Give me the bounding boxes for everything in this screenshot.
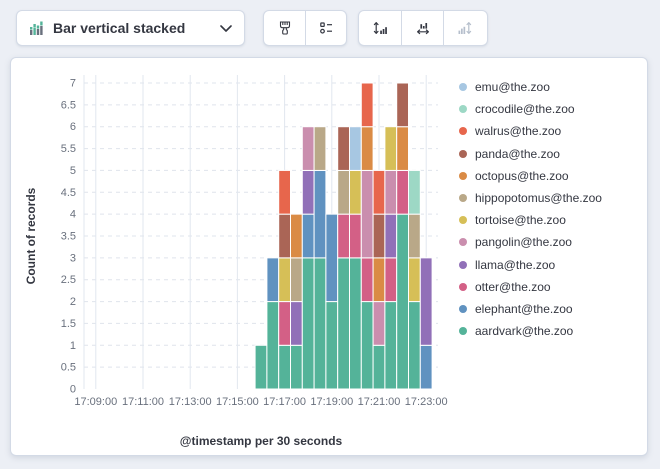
chevron-down-icon xyxy=(220,24,232,32)
svg-text:3.5: 3.5 xyxy=(61,231,76,243)
svg-text:17:23:00: 17:23:00 xyxy=(405,396,448,408)
svg-text:3: 3 xyxy=(70,252,76,264)
legend-color-dot xyxy=(459,304,467,313)
legend-item[interactable]: octopus@the.zoo xyxy=(459,165,602,187)
brush-icon xyxy=(277,20,293,36)
svg-text:4: 4 xyxy=(70,209,76,221)
svg-text:1: 1 xyxy=(70,340,76,352)
legend-item[interactable]: emu@the.zoo xyxy=(459,76,602,98)
svg-text:17:15:00: 17:15:00 xyxy=(216,396,259,408)
svg-text:5: 5 xyxy=(70,165,76,177)
chart-svg: 0 0.5 1 1.5 2 2.5 3 3.5 4 4.5 5 5.5 6 6.5 7 17:09:00 17:… xyxy=(24,75,448,448)
svg-text:17:19:00: 17:19:00 xyxy=(310,396,353,408)
svg-text:6: 6 xyxy=(70,121,76,133)
stacked-bar-chart-icon xyxy=(29,20,45,36)
svg-text:2.5: 2.5 xyxy=(61,274,76,286)
brush-button[interactable] xyxy=(264,11,305,45)
legend-item-label: aardvark@the.zoo xyxy=(475,324,574,339)
svg-text:0.5: 0.5 xyxy=(61,362,76,374)
legend-item-label: elephant@the.zoo xyxy=(475,301,573,316)
legend-item-label: octopus@the.zoo xyxy=(475,168,569,183)
legend-item-label: panda@the.zoo xyxy=(475,146,560,161)
legend-color-dot xyxy=(459,149,467,158)
svg-text:0: 0 xyxy=(70,384,76,396)
svg-text:5.5: 5.5 xyxy=(61,143,76,155)
legend-item-label: hippopotomus@the.zoo xyxy=(475,191,602,206)
legend-item[interactable]: otter@the.zoo xyxy=(459,276,602,298)
legend-item-label: llama@the.zoo xyxy=(475,257,556,272)
svg-text:6.5: 6.5 xyxy=(61,99,76,111)
chart-panel: 0 0.5 1 1.5 2 2.5 3 3.5 4 4.5 5 5.5 6 6.5 7 17:09:00 17:… xyxy=(10,57,648,456)
legend-item-label: otter@the.zoo xyxy=(475,279,551,294)
list-options-icon xyxy=(318,20,334,36)
legend-color-dot xyxy=(459,127,467,136)
legend-item[interactable]: elephant@the.zoo xyxy=(459,298,602,320)
legend: emu@the.zoo crocodile@the.zoo walrus@the.z… xyxy=(459,76,602,342)
legend-color-dot xyxy=(459,260,467,269)
svg-text:17:09:00: 17:09:00 xyxy=(74,396,117,408)
legend-color-dot xyxy=(459,105,467,114)
expand-horizontal-bars-icon xyxy=(415,20,431,36)
svg-text:2: 2 xyxy=(70,296,76,308)
legend-item[interactable]: pangolin@the.zoo xyxy=(459,231,602,253)
legend-item-label: emu@the.zoo xyxy=(475,80,550,95)
svg-text:17:21:00: 17:21:00 xyxy=(358,396,401,408)
legend-color-dot xyxy=(459,216,467,225)
chart-type-label: Bar vertical stacked xyxy=(53,20,186,36)
style-button-group xyxy=(263,10,347,46)
legend-item[interactable]: walrus@the.zoo xyxy=(459,120,602,142)
x-axis-title: @timestamp per 30 seconds xyxy=(180,434,343,448)
stacked-bar-chart[interactable]: 0 0.5 1 1.5 2 2.5 3 3.5 4 4.5 5 5.5 6 6.5 7 17:09:00 17:… xyxy=(11,58,463,455)
legend-color-dot xyxy=(459,282,467,291)
legend-color-dot xyxy=(459,327,467,336)
legend-item-label: walrus@the.zoo xyxy=(475,124,562,139)
legend-item-label: tortoise@the.zoo xyxy=(475,213,566,228)
svg-text:1.5: 1.5 xyxy=(61,318,76,330)
legend-item[interactable]: llama@the.zoo xyxy=(459,254,602,276)
legend-item-label: crocodile@the.zoo xyxy=(475,102,575,117)
legend-item[interactable]: tortoise@the.zoo xyxy=(459,209,602,231)
legend-item[interactable]: panda@the.zoo xyxy=(459,143,602,165)
legend-color-dot xyxy=(459,238,467,247)
bars-vertical-arrow-icon-disabled xyxy=(457,20,473,36)
svg-text:17:13:00: 17:13:00 xyxy=(169,396,212,408)
legend-color-dot xyxy=(459,194,467,203)
legend-item[interactable]: hippopotomus@the.zoo xyxy=(459,187,602,209)
legend-item[interactable]: aardvark@the.zoo xyxy=(459,320,602,342)
chart-type-dropdown[interactable]: Bar vertical stacked xyxy=(16,10,245,46)
chart-options-button[interactable] xyxy=(305,11,346,45)
legend-item[interactable]: crocodile@the.zoo xyxy=(459,98,602,120)
svg-text:7: 7 xyxy=(70,78,76,90)
y-axis-title: Count of records xyxy=(24,187,38,284)
legend-color-dot xyxy=(459,83,467,92)
legend-color-dot xyxy=(459,171,467,180)
axes-button-group xyxy=(358,10,488,46)
svg-text:17:11:00: 17:11:00 xyxy=(122,396,164,408)
expand-vertical-button[interactable] xyxy=(359,11,401,45)
expand-vertical-bars-icon xyxy=(372,20,388,36)
toolbar: Bar vertical stacked xyxy=(0,0,660,56)
expand-horizontal-button[interactable] xyxy=(401,11,443,45)
fit-vertical-axis-button xyxy=(443,11,485,45)
svg-text:4.5: 4.5 xyxy=(61,187,76,199)
legend-item-label: pangolin@the.zoo xyxy=(475,235,572,250)
svg-text:17:17:00: 17:17:00 xyxy=(263,396,306,408)
